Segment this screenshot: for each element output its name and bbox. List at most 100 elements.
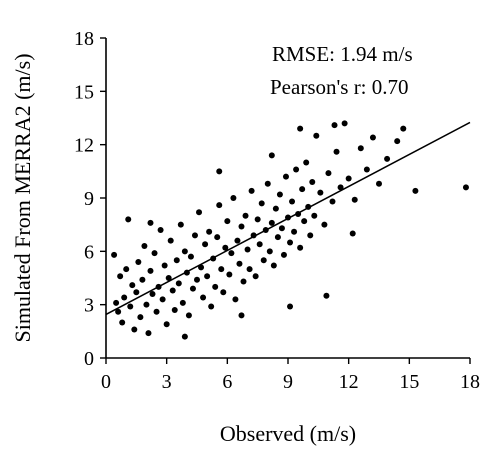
- data-point: [321, 221, 328, 228]
- data-point: [123, 266, 130, 273]
- data-point: [236, 260, 243, 267]
- data-point: [291, 228, 298, 235]
- regression-line: [105, 121, 471, 316]
- data-point: [349, 230, 356, 237]
- data-point: [240, 278, 247, 285]
- data-point: [187, 253, 194, 260]
- data-point: [337, 184, 344, 191]
- data-point: [153, 308, 160, 315]
- x-tick-label: 9: [283, 371, 293, 393]
- data-point: [175, 280, 182, 287]
- data-point: [208, 303, 215, 310]
- axis-ticks: 0 3 6 9 12 15 18 0 3 6 9 12 15 18: [74, 28, 480, 393]
- data-point: [159, 296, 166, 303]
- data-point: [212, 283, 219, 290]
- data-point: [329, 198, 336, 205]
- data-point: [228, 250, 235, 257]
- data-point: [131, 326, 138, 333]
- data-point: [196, 209, 203, 216]
- data-point: [274, 234, 281, 241]
- data-point: [317, 189, 324, 196]
- data-point: [204, 273, 211, 280]
- data-point: [268, 152, 275, 159]
- data-point: [264, 180, 271, 187]
- data-point: [313, 132, 320, 139]
- data-point: [280, 251, 287, 258]
- data-point: [161, 262, 168, 269]
- data-point: [282, 173, 289, 180]
- data-point: [256, 241, 263, 248]
- data-point: [376, 180, 382, 187]
- data-point: [234, 237, 241, 244]
- data-point: [169, 287, 176, 294]
- y-tick-label: 3: [84, 295, 94, 317]
- x-axis-title: Observed (m/s): [220, 421, 356, 446]
- data-point: [325, 170, 332, 177]
- data-point: [125, 216, 132, 223]
- data-point: [151, 250, 158, 257]
- data-point: [224, 218, 231, 225]
- x-tick-label: 6: [222, 371, 232, 393]
- data-point: [287, 303, 294, 310]
- data-point: [384, 155, 391, 162]
- data-point: [181, 333, 188, 340]
- y-axis-title: Simulated From MERRA2 (m/s): [10, 53, 35, 342]
- data-point: [147, 219, 154, 226]
- data-point: [363, 166, 370, 173]
- data-point: [157, 227, 164, 233]
- data-point: [232, 296, 239, 303]
- data-point: [218, 266, 225, 273]
- data-point: [226, 271, 233, 278]
- data-point: [149, 291, 156, 297]
- data-point: [165, 275, 172, 281]
- data-point: [242, 212, 249, 219]
- data-point: [289, 198, 296, 205]
- data-point: [268, 219, 275, 226]
- data-point: [254, 216, 261, 223]
- data-point: [133, 289, 140, 296]
- data-point: [287, 239, 294, 246]
- data-point: [167, 237, 174, 244]
- data-point: [323, 292, 330, 299]
- data-point: [412, 187, 419, 194]
- data-point: [121, 294, 128, 301]
- data-point: [129, 282, 136, 289]
- data-point: [119, 319, 126, 326]
- data-point: [202, 241, 209, 248]
- data-point: [135, 259, 142, 265]
- data-point: [303, 159, 310, 166]
- data-point: [252, 273, 259, 280]
- data-point: [307, 232, 314, 239]
- data-point: [278, 225, 285, 232]
- x-tick-label: 15: [399, 371, 419, 393]
- data-point: [191, 232, 198, 239]
- data-point: [394, 138, 401, 145]
- data-point: [400, 125, 407, 132]
- data-point: [139, 276, 146, 283]
- data-point: [194, 276, 200, 283]
- data-point: [260, 257, 267, 264]
- data-point: [309, 179, 316, 185]
- data-point: [185, 312, 192, 319]
- annotation-rmse: RMSE: 1.94 m/s: [272, 42, 413, 66]
- data-point: [115, 308, 122, 315]
- data-point: [179, 299, 186, 306]
- data-point: [248, 187, 255, 194]
- data-point: [200, 294, 207, 301]
- data-point: [369, 134, 376, 141]
- data-point: [301, 218, 308, 225]
- data-point: [143, 301, 150, 308]
- x-tick-label: 3: [162, 371, 172, 393]
- data-point: [216, 202, 223, 209]
- data-point: [345, 175, 352, 182]
- data-point: [113, 299, 120, 306]
- data-point: [311, 212, 318, 219]
- data-point: [462, 184, 469, 191]
- data-point: [276, 191, 283, 198]
- data-point: [171, 307, 178, 313]
- data-point: [214, 234, 221, 241]
- data-point: [177, 221, 184, 228]
- data-point: [246, 266, 253, 273]
- data-point: [127, 303, 134, 310]
